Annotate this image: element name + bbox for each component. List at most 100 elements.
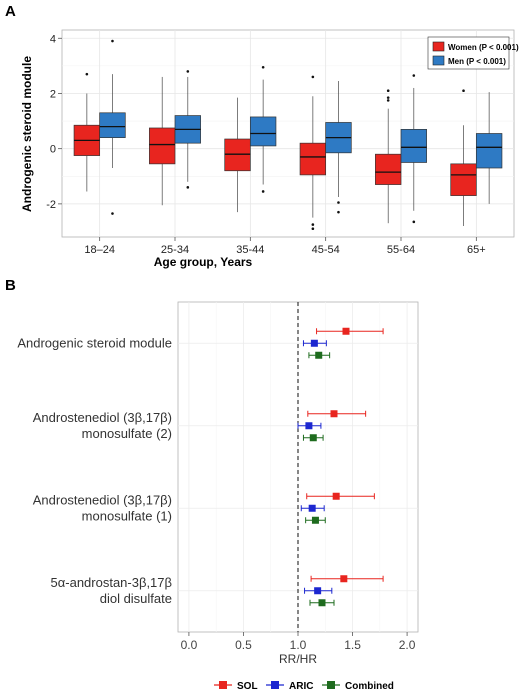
box-outlier [261,65,265,69]
point-estimate [314,587,322,595]
forest-legend: SOL ARIC Combined [214,681,394,691]
box-outlier [111,39,114,43]
women-box [375,89,402,224]
box-y-tick-label: -2 [46,199,56,211]
combined-legend-label: Combined [345,681,394,691]
forest-grid [178,302,418,632]
box-y-tick-label: 2 [50,88,56,100]
forest-row-labels: Androgenic steroid module Androstenediol … [17,335,172,606]
box-x-tick-label: 55-64 [387,244,415,256]
box-outlier [85,72,89,76]
box-x-tick-label: 18–24 [84,244,115,256]
box-body [450,163,477,196]
forest-row-label: Androstenediol (3β,17β) [33,492,172,507]
box-body [475,133,503,169]
box-outlier [386,96,390,99]
box-outlier [311,223,315,226]
aric-legend-key [266,681,284,689]
forest-x-tick-label: 1.0 [290,638,307,652]
forest-row-label: monosulfate (2) [82,426,172,441]
women-box [224,97,251,213]
box-outlier [412,74,416,77]
sol-legend-key [214,681,232,689]
forest-x-tick-label: 0.0 [181,638,198,652]
point-estimate [308,504,316,512]
box-body [249,116,277,147]
women-legend-swatch [432,41,445,52]
men-box [249,65,277,193]
men-box [174,70,201,189]
combined-estimate [309,599,335,607]
sol-estimate [310,575,384,583]
box-outlier [386,99,390,102]
sol-estimate [307,410,367,418]
box-outlier [311,227,315,231]
box-body [224,138,251,172]
box-x-tick-label: 35-44 [236,244,264,256]
point-estimate [310,339,318,347]
box-y-tick-label: 0 [50,144,56,156]
box-outlier [386,89,390,93]
box-x-ticks: 18–24 25-34 35-44 45-54 55-64 65+ [84,237,486,256]
forest-x-tick-label: 0.5 [235,638,252,652]
point-estimate [342,327,350,335]
point-estimate [332,492,340,500]
box-body [149,127,176,165]
box-body [375,153,402,185]
box-outlier [337,201,340,204]
forest-row-label: 5α-androstan-3β,17β [51,575,172,590]
women-box [450,89,477,226]
box-x-tick-label: 65+ [467,244,486,256]
men-box [475,92,503,204]
forest-row-label: monosulfate (1) [82,508,172,523]
forest-x-axis-title: RR/HR [279,652,317,666]
box-y-tick-label: 4 [50,33,56,45]
point-estimate [340,575,348,583]
combined-estimate [305,516,326,524]
box-outlier [261,190,265,193]
forest-row-label: Androstenediol (3β,17β) [33,410,172,425]
box-outlier [337,210,340,214]
forest-row-label: Androgenic steroid module [17,335,172,350]
box-legend: Women (P < 0.001) Men (P < 0.001) [427,36,519,70]
combined-estimate [308,351,331,359]
box-outlier [462,89,465,93]
box-y-axis-title: Androgenic steroid module [20,56,34,212]
combined-legend-key [322,681,340,689]
box-outlier [186,186,190,189]
forest-x-ticks: 0.0 0.5 1.0 1.5 2.0 [181,632,416,652]
point-estimate [309,434,317,442]
box-body [400,129,427,163]
men-box [99,39,126,215]
box-x-tick-label: 45-54 [312,244,340,256]
aric-estimate [300,504,325,512]
men-legend-label: Men (P < 0.001) [448,57,506,66]
men-box [325,81,352,214]
women-box [299,75,327,231]
box-body [299,142,327,176]
forest-x-tick-label: 2.0 [399,638,416,652]
point-estimate [330,410,338,418]
women-box [149,76,176,206]
men-box [400,74,427,224]
box-x-axis-title: Age group, Years [154,255,253,269]
box-outlier [186,70,190,73]
aric-estimate [297,422,322,430]
forest-x-tick-label: 1.5 [344,638,361,652]
box-marks [73,39,503,231]
forest-marks [297,327,384,607]
panel-b-letter: B [5,277,16,294]
point-estimate [305,422,313,430]
sol-estimate [306,492,375,500]
box-body [99,112,126,138]
point-estimate [318,599,326,607]
aric-legend-label: ARIC [289,681,313,691]
box-y-ticks: -2 0 2 4 [46,33,62,211]
men-legend-swatch [432,55,445,66]
box-outlier [111,212,114,215]
women-box [73,72,101,192]
box-outlier [412,220,416,224]
point-estimate [315,351,323,359]
forest-row-label: diol disulfate [100,591,172,606]
